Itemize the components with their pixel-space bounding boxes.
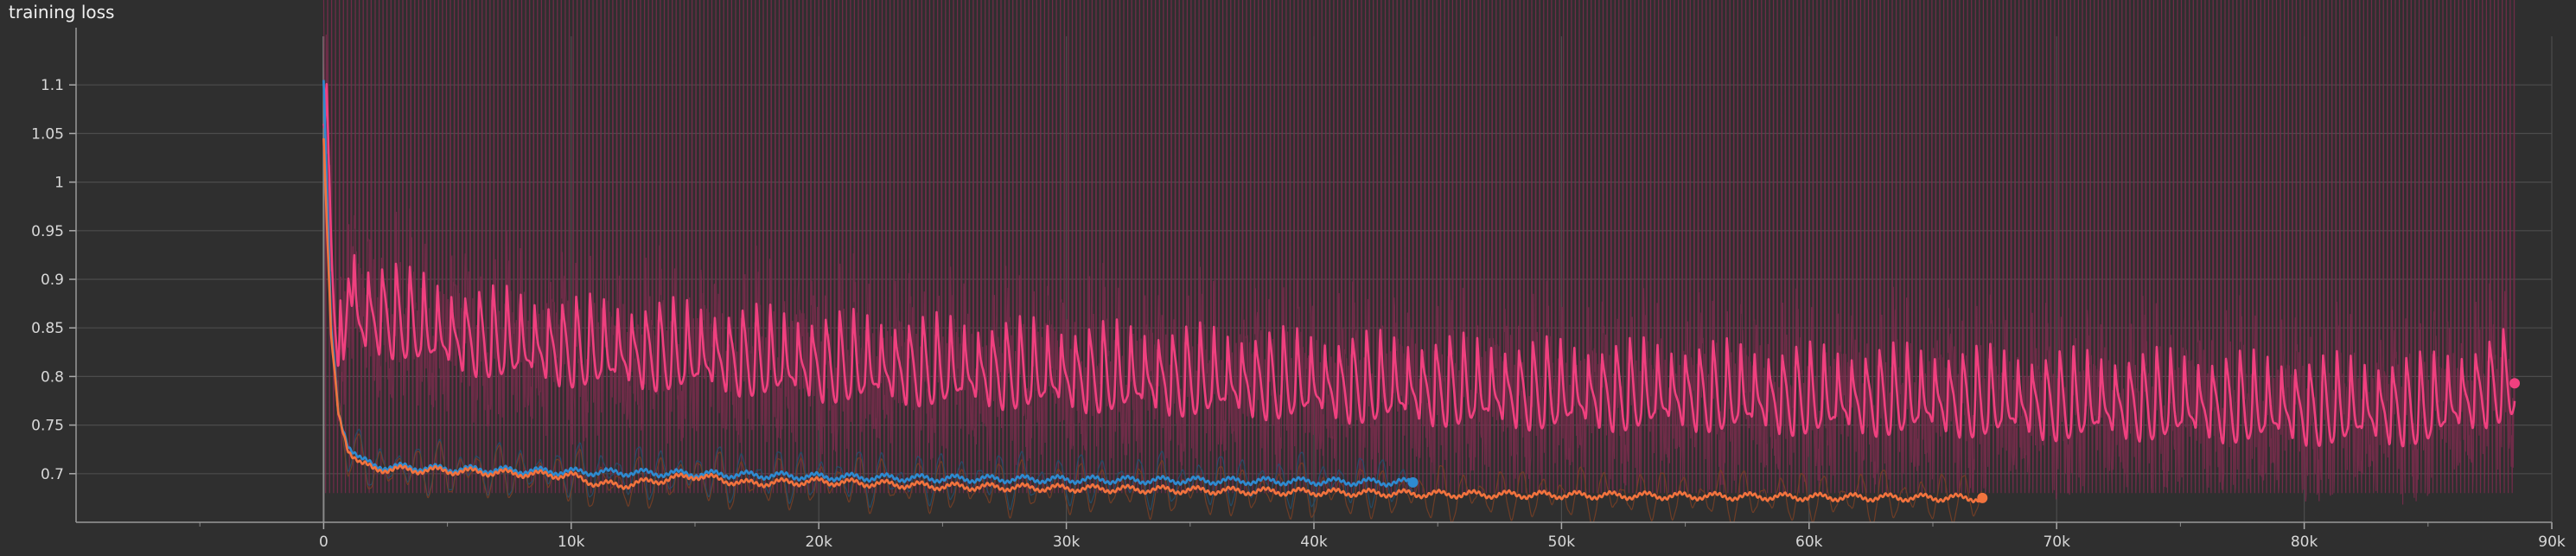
smoothed-series-layer: [322, 80, 2521, 504]
x-tick-label: 40k: [1300, 534, 1328, 551]
y-tick-label: 0.7: [41, 466, 64, 483]
x-tick-label: 0: [319, 534, 328, 551]
x-tick-label: 20k: [805, 534, 832, 551]
x-tick-label: 30k: [1053, 534, 1081, 551]
series-end-point: [2509, 378, 2521, 389]
series-end-point: [1977, 492, 1988, 503]
y-tick-label: 0.75: [31, 418, 64, 435]
series-line: [322, 80, 1413, 488]
y-tick-label: 1.1: [41, 77, 64, 94]
raw-series-line: [322, 0, 2515, 505]
y-tick-label: 0.95: [31, 223, 64, 240]
y-tick-label: 1: [54, 175, 64, 192]
y-tick-label: 0.9: [41, 272, 64, 289]
x-tick-label: 90k: [2538, 534, 2566, 551]
y-tick-label: 0.85: [31, 320, 64, 337]
axes: 0.7 0.75 0.8 0.85 0.9 0.95 1 1.05 1.1 0 10k 20k 30k 4…: [31, 28, 2566, 551]
x-tick-label: 10k: [558, 534, 585, 551]
y-tick-label: 0.8: [41, 368, 64, 386]
x-tick-label: 50k: [1548, 534, 1576, 551]
series-end-point: [1407, 476, 1419, 488]
series-line: [322, 83, 2516, 448]
series-line: [322, 137, 1983, 504]
chart-title: training loss: [9, 2, 115, 22]
x-tick-label: 80k: [2291, 534, 2318, 551]
x-tick-label: 60k: [1795, 534, 1823, 551]
raw-series-layer: [322, 0, 2515, 523]
y-tick-label: 1.05: [31, 125, 64, 143]
x-tick-label: 70k: [2043, 534, 2070, 551]
